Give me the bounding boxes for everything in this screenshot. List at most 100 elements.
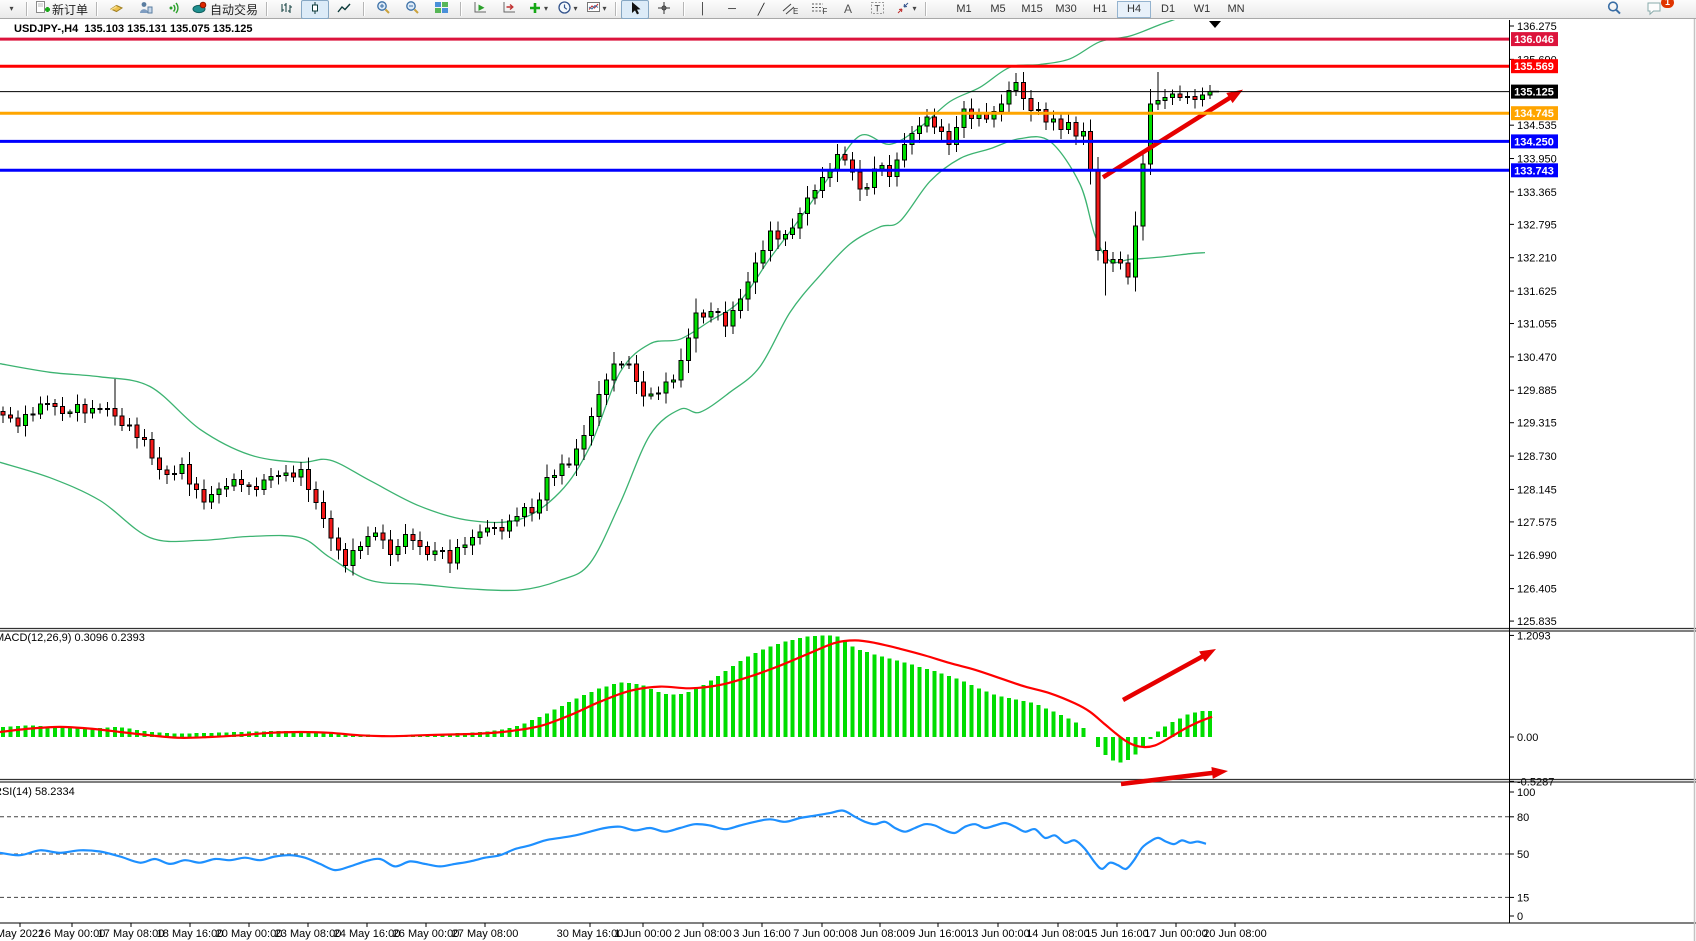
arrows-tool-button[interactable]: ▾ bbox=[892, 0, 920, 19]
price-trend-arrow-head[interactable] bbox=[1226, 89, 1243, 104]
macd-histogram-bar bbox=[775, 643, 780, 737]
axis-tick-label: 126.405 bbox=[1517, 584, 1557, 596]
macd-trend-arrow-head[interactable] bbox=[1199, 649, 1216, 662]
timeframe-h1[interactable]: H1 bbox=[1093, 2, 1108, 15]
auto-trading-button[interactable]: 自动交易 bbox=[189, 0, 261, 19]
candle-body bbox=[1013, 82, 1019, 91]
rsi-trend-arrow-head[interactable] bbox=[1211, 767, 1228, 779]
chart-shift-button[interactable] bbox=[495, 0, 523, 19]
candle-body bbox=[581, 435, 587, 450]
axis-tick-label: 131.055 bbox=[1517, 319, 1557, 331]
macd-histogram-bar bbox=[1111, 737, 1115, 761]
text-tool-button[interactable]: A bbox=[834, 0, 862, 19]
time-axis-label: 2 Jun 08:00 bbox=[674, 928, 732, 940]
timeframe-w1[interactable]: W1 bbox=[1193, 2, 1211, 15]
axis-tick-label: -0.5287 bbox=[1517, 776, 1554, 788]
candle-body bbox=[685, 337, 691, 362]
axis-tick-label: 129.885 bbox=[1517, 385, 1557, 397]
timeframe-h4[interactable]: H4 bbox=[1117, 0, 1152, 18]
macd-histogram-bar bbox=[977, 688, 981, 737]
candle-body bbox=[246, 484, 252, 487]
candle-body bbox=[626, 363, 632, 366]
zoom-in-button[interactable] bbox=[369, 0, 397, 19]
chart-shift-marker[interactable] bbox=[1209, 21, 1221, 28]
macd-histogram-bar bbox=[1140, 737, 1145, 747]
auto-scroll-button[interactable] bbox=[466, 0, 494, 19]
candle-body bbox=[730, 309, 736, 327]
price-badge bbox=[1511, 163, 1558, 178]
new-order-button[interactable]: 新订单 bbox=[32, 0, 91, 19]
signals-button[interactable] bbox=[160, 0, 188, 19]
macd-histogram-bar bbox=[634, 683, 639, 737]
macd-histogram-bar bbox=[835, 636, 840, 737]
zoom-out-icon bbox=[405, 0, 420, 18]
candle-body bbox=[395, 546, 401, 555]
templates-button[interactable]: ▾ bbox=[582, 0, 610, 19]
candle-body bbox=[387, 539, 393, 555]
market-depth-button[interactable] bbox=[102, 0, 130, 19]
macd-histogram-bar bbox=[1029, 702, 1034, 737]
tile-windows-button[interactable] bbox=[427, 0, 455, 19]
timeframe-d1[interactable]: D1 bbox=[1161, 2, 1176, 15]
line-chart-type-button[interactable] bbox=[330, 0, 358, 19]
candle-body bbox=[656, 392, 662, 395]
bar-chart-type-button[interactable] bbox=[272, 0, 300, 19]
timeframe-mn[interactable]: MN bbox=[1227, 2, 1245, 15]
axis-tick-label: 130.470 bbox=[1517, 352, 1557, 364]
cursor-tool-button[interactable] bbox=[621, 0, 650, 19]
notifications-button[interactable]: 1 bbox=[1640, 0, 1674, 19]
macd-histogram-bar bbox=[559, 705, 564, 737]
candle-body bbox=[1162, 97, 1168, 101]
rsi-indicator-label: RSI(14) 58.2334 bbox=[0, 786, 75, 798]
chart-canvas[interactable]: 136.275135.690134.535133.950133.365132.7… bbox=[0, 19, 1696, 941]
vertical-line-tool-button[interactable]: │ bbox=[689, 0, 717, 19]
macd-histogram-bar bbox=[284, 731, 289, 737]
candle-body bbox=[201, 488, 207, 503]
candle-body bbox=[939, 126, 945, 133]
search-button[interactable] bbox=[1600, 0, 1628, 19]
price-pane[interactable] bbox=[0, 19, 1243, 592]
candle-body bbox=[648, 393, 654, 397]
time-axis-label: 13 Jun 00:00 bbox=[966, 928, 1030, 940]
timeframe-m1[interactable]: M1 bbox=[956, 2, 972, 15]
price-badge bbox=[1511, 59, 1558, 74]
price-badge-label: 136.046 bbox=[1514, 34, 1554, 46]
periods-button[interactable]: ▾ bbox=[553, 0, 581, 19]
channel-tool-button[interactable]: E bbox=[776, 0, 804, 19]
indicators-button[interactable]: ▾ bbox=[524, 0, 552, 19]
macd-histogram-bar bbox=[1103, 737, 1108, 756]
candle-body bbox=[544, 477, 550, 501]
rsi-trend-arrow[interactable] bbox=[1120, 769, 1220, 787]
chart-title: USDJPY-,H4 135.103 135.131 135.075 135.1… bbox=[14, 23, 253, 35]
candle-body bbox=[477, 531, 483, 538]
rsi-pane[interactable] bbox=[0, 809, 1509, 898]
add-indicator-icon bbox=[528, 1, 542, 18]
fibonacci-tool-button[interactable]: F bbox=[805, 0, 833, 19]
macd-trend-arrow[interactable] bbox=[1121, 651, 1210, 702]
macd-histogram-bar bbox=[343, 734, 348, 737]
horizontal-line-tool-button[interactable]: ─ bbox=[718, 0, 746, 19]
time-axis-label: 16 May 00:00 bbox=[39, 928, 106, 940]
timeframe-m30[interactable]: M30 bbox=[1055, 2, 1077, 15]
text-label-tool-button[interactable]: T bbox=[863, 0, 891, 19]
macd-histogram-bar bbox=[708, 680, 713, 737]
macd-histogram-bar bbox=[649, 689, 654, 737]
timeframe-m15[interactable]: M15 bbox=[1021, 2, 1043, 15]
timeframe-m5[interactable]: M5 bbox=[990, 2, 1006, 15]
crosshair-tool-button[interactable] bbox=[650, 0, 678, 19]
price-trend-arrow[interactable] bbox=[1101, 92, 1237, 180]
macd-pane[interactable] bbox=[0, 635, 1216, 763]
macd-histogram-bar bbox=[1081, 727, 1086, 737]
candle-body bbox=[745, 281, 751, 300]
macd-histogram-bar bbox=[1073, 722, 1078, 737]
candle-body bbox=[797, 213, 803, 229]
chart-menu-button[interactable]: ▾ bbox=[2, 0, 21, 19]
macd-histogram-bar bbox=[68, 728, 72, 737]
candle-body bbox=[15, 417, 21, 427]
candle-body bbox=[693, 312, 699, 339]
candlestick-chart-type-button[interactable] bbox=[301, 0, 330, 19]
zoom-out-button[interactable] bbox=[398, 0, 426, 19]
candle-body bbox=[313, 489, 319, 503]
profile-button[interactable] bbox=[131, 0, 159, 19]
trendline-tool-button[interactable]: ╱ bbox=[747, 0, 775, 19]
